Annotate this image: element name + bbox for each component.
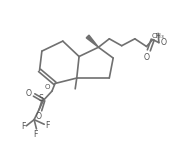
Text: O: O (45, 84, 50, 90)
Text: F: F (46, 121, 50, 130)
Text: F: F (33, 130, 38, 139)
Text: S: S (39, 94, 44, 103)
Polygon shape (86, 35, 98, 47)
Text: F: F (21, 122, 26, 131)
Text: O: O (36, 112, 42, 121)
Text: O: O (160, 38, 166, 47)
Text: O: O (143, 53, 150, 62)
Text: O: O (26, 89, 32, 98)
Text: CH₃: CH₃ (152, 33, 165, 39)
